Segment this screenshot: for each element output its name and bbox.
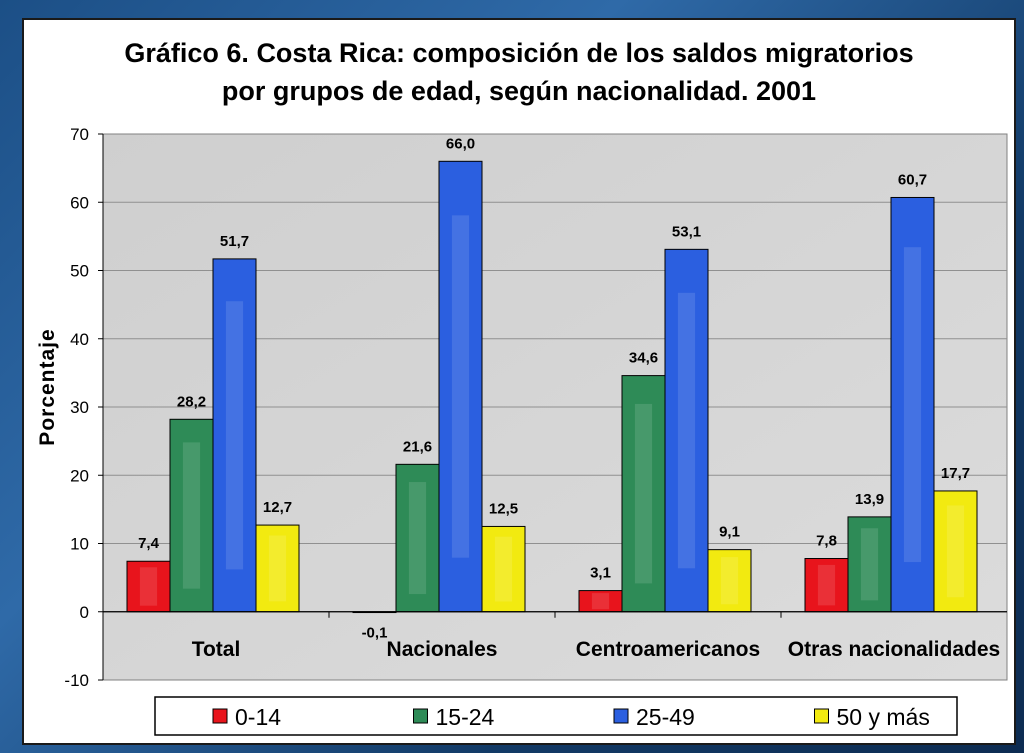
data-label: 3,1 [590, 565, 611, 582]
bars: 7,4 -0,1 3,1 7,8 28,2 21,6 34,6 13,9 51,7 66,0 53,… [126, 135, 978, 641]
y-tick-label: 60 [70, 193, 89, 212]
bar-15-24 [621, 375, 666, 613]
y-tick-label: 10 [70, 535, 89, 554]
bar-highlight [408, 482, 427, 595]
bar-highlight [494, 536, 513, 602]
legend-label: 25-49 [636, 704, 695, 730]
data-label: 53,1 [672, 223, 701, 240]
bar-highlight [817, 564, 836, 606]
y-tick-label: -10 [64, 671, 89, 690]
data-label: 7,4 [138, 535, 160, 552]
y-tick-label: 50 [70, 262, 89, 281]
legend-label: 0-14 [235, 704, 281, 730]
x-axis: Total Nacionales Centroamericanos Otras nac… [192, 611, 1000, 661]
category-label: Total [192, 638, 241, 661]
data-label: 51,7 [220, 233, 249, 250]
bar-highlight [139, 567, 158, 606]
y-tick-label: 20 [70, 466, 89, 485]
y-tick-label: 70 [70, 125, 89, 144]
bar-highlight [860, 528, 879, 601]
legend: 0-14 15-24 25-49 50 y más [154, 696, 958, 736]
bar-highlight [451, 215, 470, 558]
bar-highlight [225, 301, 244, 570]
chart-title-line-1: Gráfico 6. Costa Rica: composición de lo… [124, 38, 914, 68]
bar-highlight [720, 557, 739, 605]
bar-chart: 7,4 -0,1 3,1 7,8 28,2 21,6 34,6 13,9 51,7 66,0 53,… [36, 125, 1008, 736]
bar-highlight [946, 505, 965, 598]
category-label: Otras nacionalidades [788, 638, 1000, 661]
bar-25-49 [438, 160, 483, 613]
data-label: 17,7 [941, 465, 970, 482]
bar-highlight [591, 593, 610, 610]
legend-label: 15-24 [436, 704, 495, 730]
data-label: 60,7 [898, 171, 927, 188]
data-label: 13,9 [855, 491, 884, 508]
data-label: 21,6 [403, 438, 432, 455]
legend-swatch [613, 708, 629, 724]
data-label: 12,7 [263, 499, 292, 516]
legend-label: 50 y más [837, 704, 930, 730]
data-label: 12,5 [489, 500, 518, 517]
bar-25-49 [212, 258, 257, 613]
bar-50-y-más [481, 525, 526, 613]
y-tick-label: 40 [70, 330, 89, 349]
y-axis-label: Porcentaje [36, 328, 59, 445]
data-label: 9,1 [719, 524, 740, 541]
bar-50-y-más [933, 490, 978, 613]
y-tick-label: 0 [80, 603, 89, 622]
bar-highlight [903, 247, 922, 563]
bar-25-49 [664, 248, 709, 613]
bar-50-y-más [255, 524, 300, 613]
data-label: -0,1 [362, 624, 388, 641]
legend-swatch [814, 708, 829, 724]
data-label: 66,0 [446, 135, 475, 152]
data-label: 34,6 [629, 350, 658, 367]
y-tick-label: 30 [70, 398, 89, 417]
bar-15-24 [395, 463, 440, 613]
bar-highlight [677, 292, 696, 569]
bar-highlight [182, 442, 201, 589]
category-label: Nacionales [387, 638, 498, 661]
bar-highlight [268, 535, 287, 602]
legend-swatch [212, 708, 228, 724]
legend-swatch [413, 708, 428, 724]
data-label: 7,8 [816, 533, 837, 550]
bar-25-49 [890, 196, 935, 613]
data-label: 28,2 [177, 393, 206, 410]
chart-frame: Gráfico 6. Costa Rica: composición de lo… [22, 18, 1016, 745]
chart-title-line-2: por grupos de edad, según nacionalidad. … [221, 76, 817, 106]
bar-15-24 [847, 516, 892, 613]
category-label: Centroamericanos [576, 638, 760, 661]
bar-highlight [634, 403, 653, 584]
